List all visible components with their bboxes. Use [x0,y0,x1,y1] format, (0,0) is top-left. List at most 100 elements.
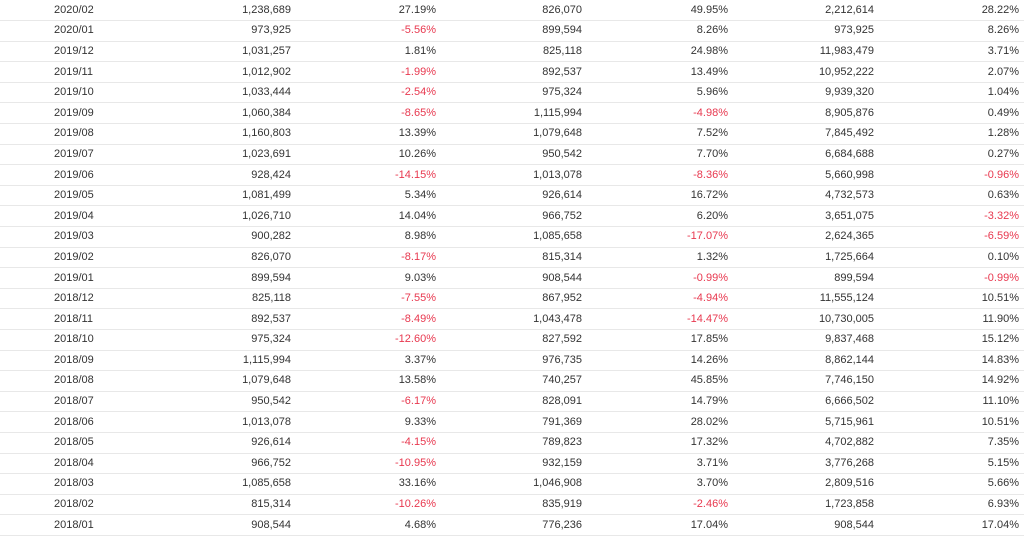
cumulative-change-cell: 11.10% [879,391,1024,413]
change-cell: 3.37% [296,350,441,372]
value-cell: 1,012,902 [150,61,296,83]
table-row: 2018/05 926,614 -4.15% 789,823 17.32% 4,702,8… [0,432,1024,454]
change-cell: -12.60% [296,329,441,351]
value-cell: 1,238,689 [150,0,296,22]
cumulative-change-cell: 0.27% [879,144,1024,166]
month-cell: 2019/08 [0,123,150,145]
cumulative-change-cell: 1.04% [879,82,1024,104]
value-cell: 1,160,803 [150,123,296,145]
prev-value-cell: 740,257 [441,370,587,392]
cumulative-change-cell: -0.99% [879,267,1024,289]
cumulative-change-cell: 0.10% [879,247,1024,269]
cumulative-change-cell: 1.28% [879,123,1024,145]
prev-value-cell: 835,919 [441,494,587,516]
cumulative-change-cell: 17.04% [879,514,1024,536]
value-cell: 815,314 [150,494,296,516]
change-cell: 9.33% [296,411,441,433]
cumulative-change-cell: 15.12% [879,329,1024,351]
prev-value-cell: 926,614 [441,185,587,207]
prev-value-cell: 825,118 [441,41,587,63]
table-row: 2019/04 1,026,710 14.04% 966,752 6.20% 3,651,… [0,205,1024,228]
cumulative-cell: 2,809,516 [733,473,879,495]
cumulative-change-cell: -0.96% [879,164,1024,186]
cumulative-change-cell: 0.49% [879,102,1024,125]
cumulative-cell: 11,983,479 [733,41,879,63]
cumulative-cell: 8,862,144 [733,350,879,372]
change-cell: -6.17% [296,391,441,413]
cumulative-change-cell: 14.83% [879,350,1024,372]
cumulative-cell: 4,702,882 [733,432,879,454]
cumulative-change-cell: 5.66% [879,473,1024,495]
value-cell: 928,424 [150,164,296,186]
cumulative-cell: 7,845,492 [733,123,879,145]
yoy-change-cell: 13.49% [587,61,733,83]
yoy-change-cell: -4.94% [587,288,733,310]
month-cell: 2019/03 [0,226,150,248]
change-cell: 14.04% [296,205,441,228]
cumulative-cell: 4,732,573 [733,185,879,207]
table-row: 2019/08 1,160,803 13.39% 1,079,648 7.52% 7,84… [0,123,1024,145]
table-row: 2020/01 973,925 -5.56% 899,594 8.26% 973,925 8… [0,20,1024,42]
cumulative-cell: 10,730,005 [733,308,879,330]
cumulative-cell: 2,212,614 [733,0,879,22]
change-cell: 13.58% [296,370,441,392]
table-row: 2020/02 1,238,689 27.19% 826,070 49.95% 2,212… [0,0,1024,22]
month-cell: 2020/02 [0,0,150,22]
change-cell: -8.65% [296,102,441,125]
table-row: 2019/03 900,282 8.98% 1,085,658 -17.07% 2,624… [0,226,1024,248]
yoy-change-cell: -2.46% [587,494,733,516]
value-cell: 926,614 [150,432,296,454]
value-cell: 826,070 [150,247,296,269]
value-cell: 1,023,691 [150,144,296,166]
prev-value-cell: 892,537 [441,61,587,83]
yoy-change-cell: 16.72% [587,185,733,207]
value-cell: 1,060,384 [150,102,296,125]
cumulative-cell: 5,715,961 [733,411,879,433]
cumulative-change-cell: -3.32% [879,205,1024,228]
cumulative-cell: 7,746,150 [733,370,879,392]
month-cell: 2019/10 [0,82,150,104]
value-cell: 825,118 [150,288,296,310]
yoy-change-cell: 14.26% [587,350,733,372]
month-cell: 2018/12 [0,288,150,310]
cumulative-change-cell: 3.71% [879,41,1024,63]
cumulative-change-cell: 10.51% [879,411,1024,433]
yoy-change-cell: 5.96% [587,82,733,104]
month-cell: 2019/09 [0,102,150,125]
table-row: 2018/12 825,118 -7.55% 867,952 -4.94% 11,555,… [0,288,1024,310]
month-cell: 2019/11 [0,61,150,83]
yoy-change-cell: 3.70% [587,473,733,495]
month-cell: 2019/02 [0,247,150,269]
cumulative-cell: 10,952,222 [733,61,879,83]
month-cell: 2018/03 [0,473,150,495]
table-row: 2019/06 928,424 -14.15% 1,013,078 -8.36% 5,66… [0,164,1024,186]
table-row: 2018/09 1,115,994 3.37% 976,735 14.26% 8,862,… [0,350,1024,372]
table-row: 2019/09 1,060,384 -8.65% 1,115,994 -4.98% 8,9… [0,102,1024,125]
cumulative-cell: 6,684,688 [733,144,879,166]
month-cell: 2019/07 [0,144,150,166]
prev-value-cell: 1,079,648 [441,123,587,145]
table-row: 2018/02 815,314 -10.26% 835,919 -2.46% 1,723,… [0,494,1024,516]
yoy-change-cell: 8.26% [587,20,733,42]
yoy-change-cell: -4.98% [587,102,733,125]
yoy-change-cell: -0.99% [587,267,733,289]
cumulative-change-cell: 8.26% [879,20,1024,42]
cumulative-change-cell: 11.90% [879,308,1024,330]
yoy-change-cell: 7.70% [587,144,733,166]
prev-value-cell: 976,735 [441,350,587,372]
month-cell: 2019/01 [0,267,150,289]
yoy-change-cell: 6.20% [587,205,733,228]
table-row: 2018/08 1,079,648 13.58% 740,257 45.85% 7,746… [0,370,1024,392]
value-cell: 908,544 [150,514,296,536]
prev-value-cell: 828,091 [441,391,587,413]
yoy-change-cell: 14.79% [587,391,733,413]
table-row: 2019/11 1,012,902 -1.99% 892,537 13.49% 10,95… [0,61,1024,83]
prev-value-cell: 815,314 [441,247,587,269]
prev-value-cell: 867,952 [441,288,587,310]
month-cell: 2018/09 [0,350,150,372]
value-cell: 1,079,648 [150,370,296,392]
value-cell: 973,925 [150,20,296,42]
yoy-change-cell: 17.32% [587,432,733,454]
change-cell: -5.56% [296,20,441,42]
